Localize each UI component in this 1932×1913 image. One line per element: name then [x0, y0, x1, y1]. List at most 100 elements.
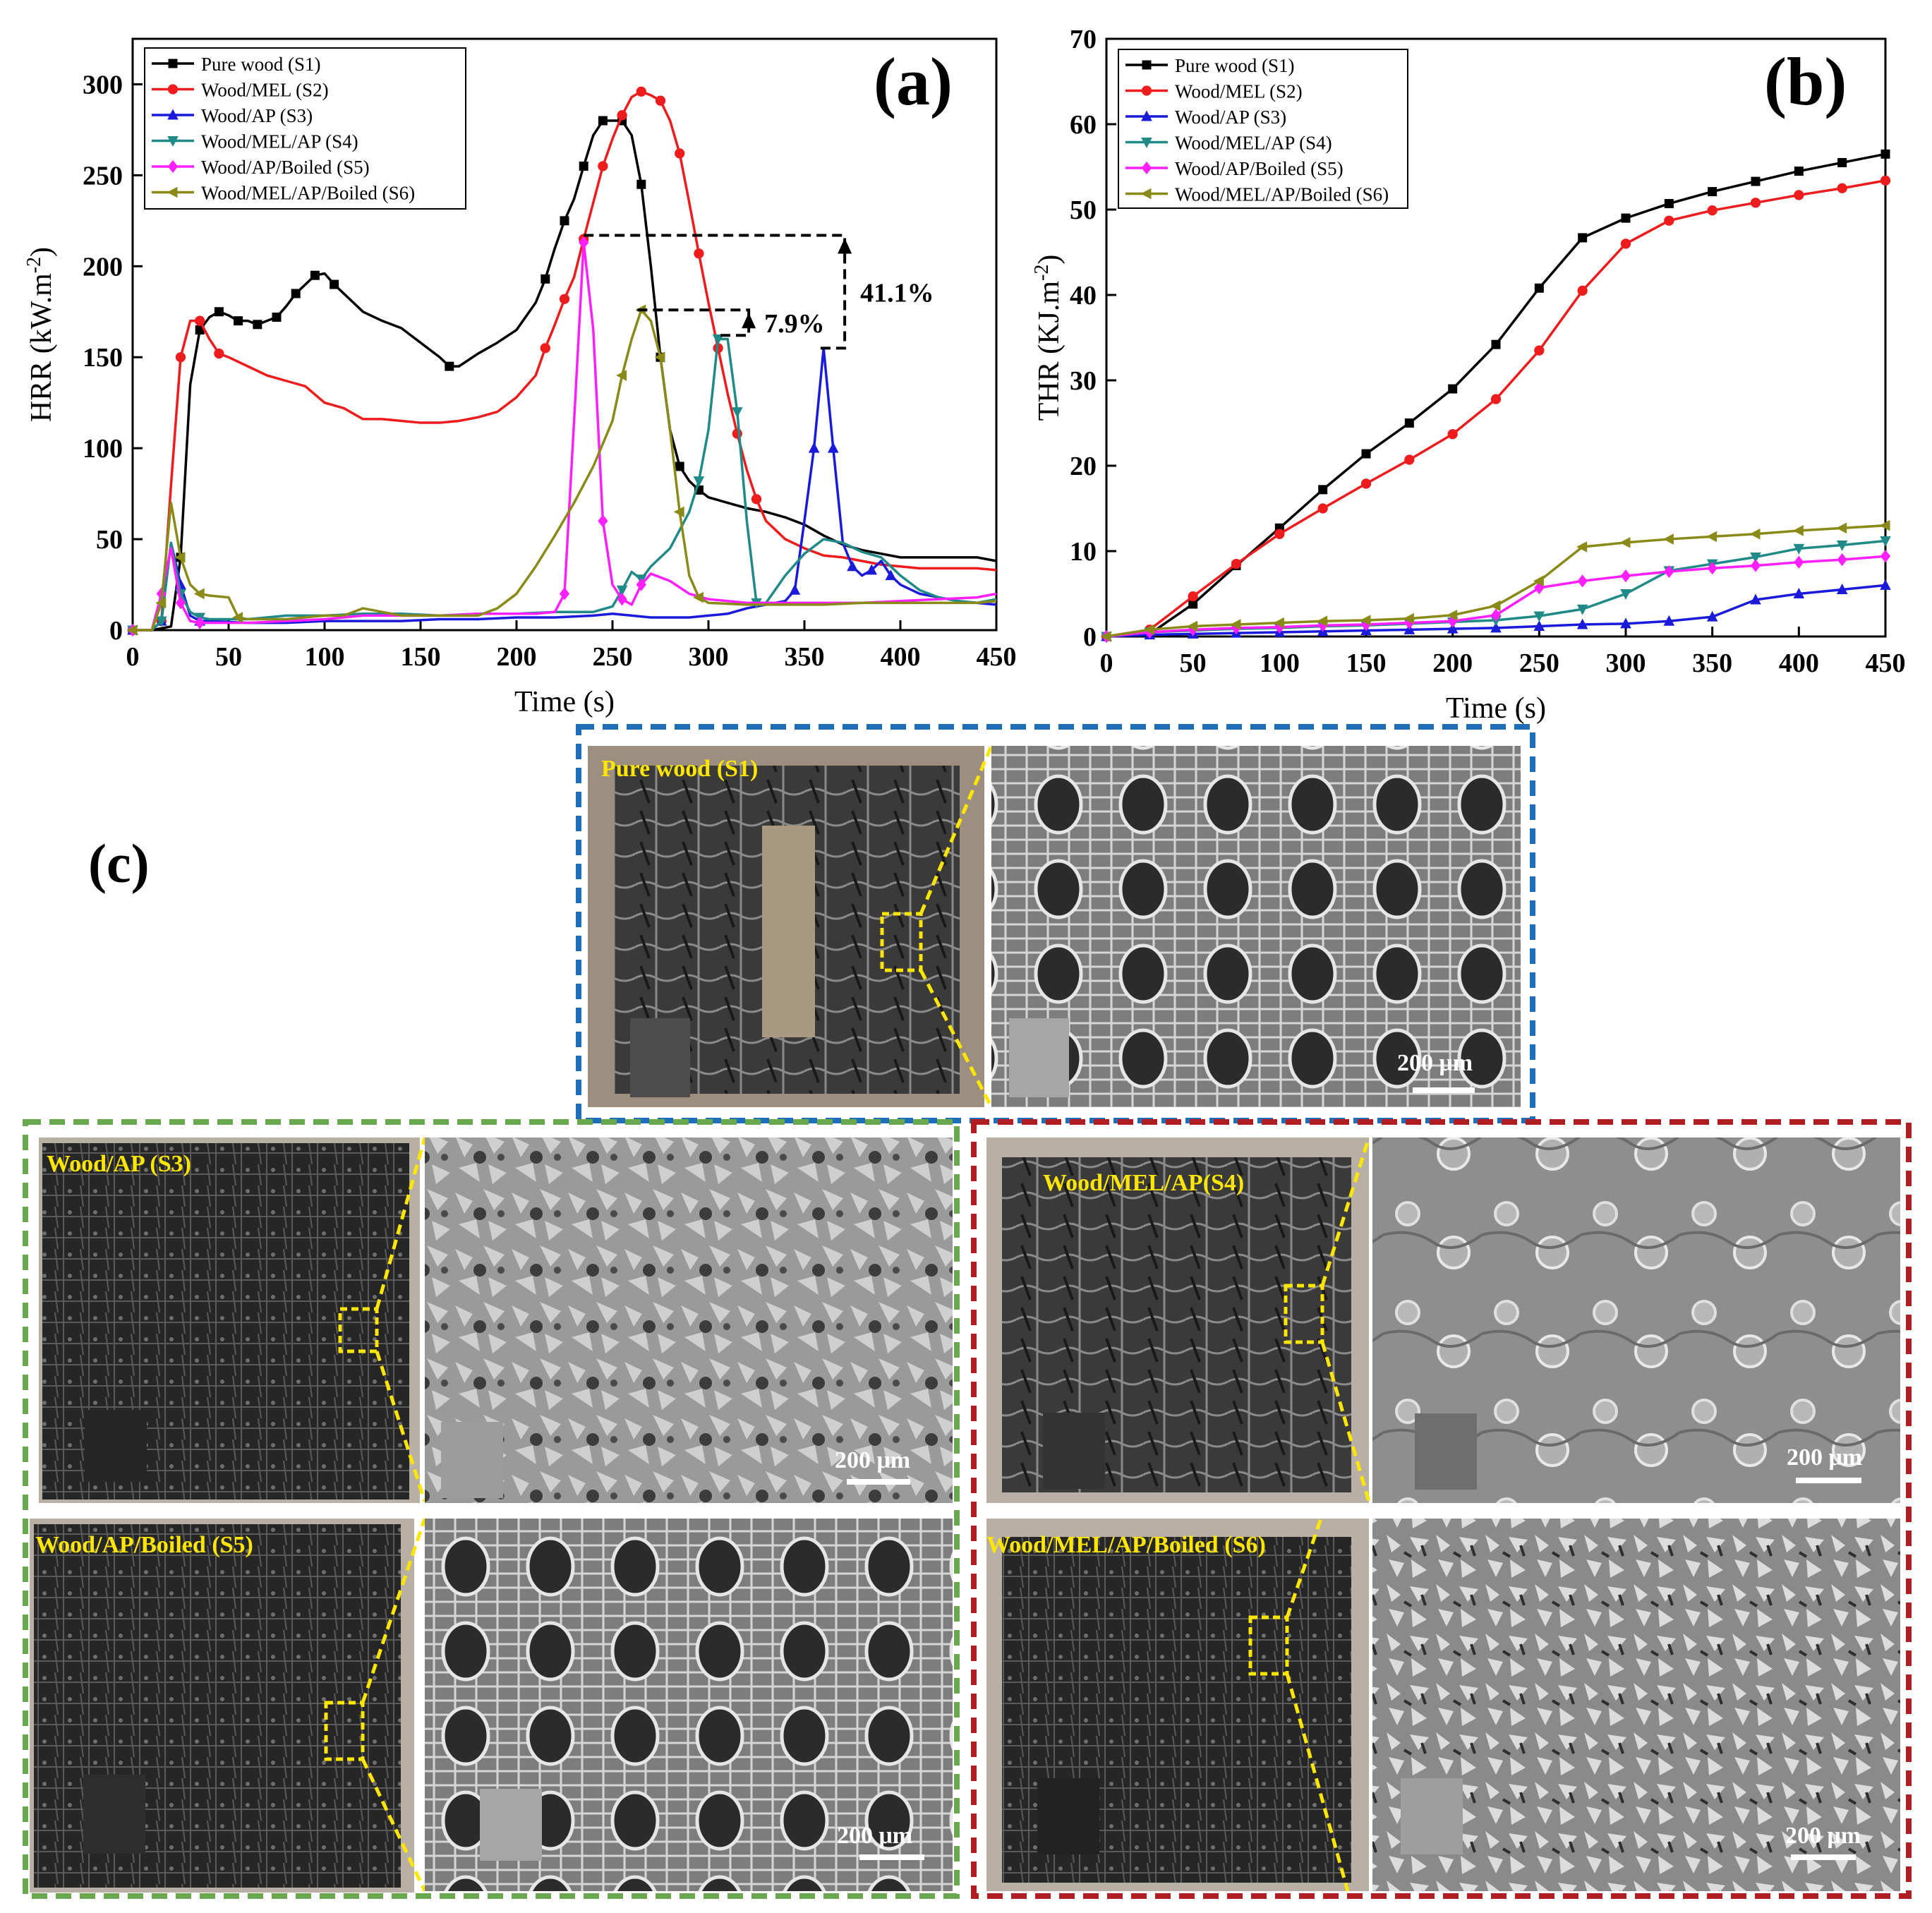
callout-line [361, 1518, 427, 1703]
data-marker [1317, 503, 1328, 514]
arrow-head [838, 238, 852, 254]
scale-mask [1401, 1778, 1463, 1854]
data-marker [214, 348, 224, 359]
data-marker [214, 307, 224, 317]
data-marker [1793, 588, 1805, 598]
sample-label-s4: Wood/MEL/AP(S4) [1043, 1170, 1244, 1196]
data-marker [1750, 552, 1761, 563]
data-marker [1318, 485, 1328, 495]
callout-box [1248, 1615, 1289, 1676]
x-tick-label: 0 [1100, 648, 1113, 678]
data-marker [789, 584, 801, 595]
data-marker [1879, 519, 1890, 531]
data-marker [1793, 543, 1805, 555]
data-marker [126, 624, 138, 636]
data-marker [560, 216, 569, 226]
data-marker [1360, 478, 1372, 489]
x-tick-label: 50 [1180, 648, 1207, 678]
char-photo-s4 [986, 1137, 1369, 1503]
x-tick-label: 350 [785, 642, 825, 672]
green-dashed-frame [23, 1119, 960, 1899]
data-marker [1534, 345, 1545, 356]
data-marker [310, 270, 320, 280]
data-marker [1708, 187, 1717, 197]
x-tick-label: 200 [1432, 648, 1473, 678]
scale-mask [1415, 1413, 1477, 1490]
data-marker [167, 186, 178, 198]
x-axis-label: Time (s) [1446, 692, 1546, 725]
plot-frame [1105, 37, 1887, 638]
data-marker [579, 161, 588, 171]
data-marker [751, 494, 762, 505]
data-marker [1274, 529, 1285, 539]
data-marker [1141, 161, 1152, 175]
scale-label-s4: 200 μm [1787, 1444, 1862, 1471]
data-marker [291, 289, 301, 298]
scale-mask [1009, 1018, 1069, 1097]
data-marker [1620, 617, 1631, 629]
data-marker [1273, 617, 1284, 629]
sem-image-s4 [1372, 1137, 1900, 1503]
data-marker [1664, 199, 1674, 209]
x-tick-label: 350 [1692, 648, 1732, 678]
data-marker [712, 334, 724, 345]
data-marker [1880, 550, 1891, 563]
data-marker [1620, 239, 1631, 249]
data-marker [1187, 620, 1198, 632]
callout-line [1285, 1518, 1323, 1618]
data-marker [1749, 529, 1761, 540]
samples-mel-ap-group: Wood/MEL/AP(S4) 200 μm Wood/MEL/AP/Boile… [971, 1119, 1912, 1899]
callout-line [375, 1351, 427, 1502]
data-marker [1404, 418, 1414, 428]
data-marker [1576, 541, 1588, 553]
data-marker [1794, 190, 1804, 200]
series-S2 [1101, 175, 1891, 642]
data-marker [1141, 85, 1152, 96]
data-marker [1880, 149, 1890, 159]
data-marker [1188, 623, 1198, 636]
data-marker [598, 116, 608, 126]
data-marker [272, 313, 282, 322]
sem-image-s3 [425, 1137, 953, 1503]
scale-label-s1: 200 μm [1397, 1050, 1473, 1076]
x-tick-label: 150 [401, 642, 441, 672]
annotation-label: 41.1% [860, 278, 934, 308]
y-axis-label: THR (KJ.m-2) [1031, 255, 1066, 421]
data-marker [598, 161, 608, 171]
data-marker [175, 596, 186, 610]
y-tick-label: 40 [1070, 281, 1097, 310]
thr-chart: 0 50 100 150 200 250 300 350 400 450 0 10 20 30 40 50 60… [1031, 25, 1906, 725]
annotation-bracket [637, 308, 751, 337]
arrow-head [742, 313, 756, 329]
data-marker [541, 274, 550, 284]
scale-mask [1037, 1778, 1099, 1854]
data-marker [1750, 559, 1761, 572]
annotation-label: 7.9% [764, 309, 825, 339]
data-marker [616, 370, 627, 381]
data-marker [655, 95, 666, 106]
red-dashed-frame [971, 1119, 1912, 1899]
y-tick-label: 250 [83, 161, 123, 191]
x-tick-label: 400 [1779, 648, 1819, 678]
legend-entry: Wood/MEL/AP (S4) [201, 131, 358, 152]
y-tick-label: 20 [1070, 452, 1097, 481]
data-marker [675, 461, 684, 471]
legend-box [1118, 49, 1408, 209]
data-marker [540, 343, 550, 354]
data-marker [654, 351, 665, 363]
char-photo-s1 [588, 746, 984, 1107]
data-marker [1143, 624, 1154, 636]
data-marker [808, 442, 820, 453]
sample-label-s3: Wood/AP (S3) [47, 1151, 191, 1177]
data-marker [1404, 454, 1415, 465]
legend-entry: Wood/AP/Boiled (S5) [201, 157, 370, 178]
series-line [133, 337, 997, 632]
data-marker [1663, 615, 1675, 626]
sample-s1-group: Pure wood (S1) 200 μm [576, 724, 1535, 1123]
data-marker [174, 552, 186, 563]
data-marker [1491, 339, 1501, 349]
data-marker [1100, 631, 1111, 642]
legend-entry: Wood/MEL/AP (S4) [1175, 133, 1332, 154]
data-marker [636, 179, 646, 189]
